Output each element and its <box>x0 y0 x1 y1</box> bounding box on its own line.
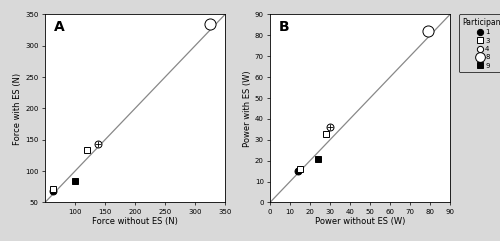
Y-axis label: Power with ES (W): Power with ES (W) <box>243 70 252 147</box>
X-axis label: Force without ES (N): Force without ES (N) <box>92 217 178 227</box>
Text: B: B <box>279 20 289 34</box>
X-axis label: Power without ES (W): Power without ES (W) <box>315 217 405 227</box>
Text: A: A <box>54 20 65 34</box>
Y-axis label: Force with ES (N): Force with ES (N) <box>14 72 22 145</box>
Legend: 1, 3, 4, 8, 9: 1, 3, 4, 8, 9 <box>459 14 500 72</box>
